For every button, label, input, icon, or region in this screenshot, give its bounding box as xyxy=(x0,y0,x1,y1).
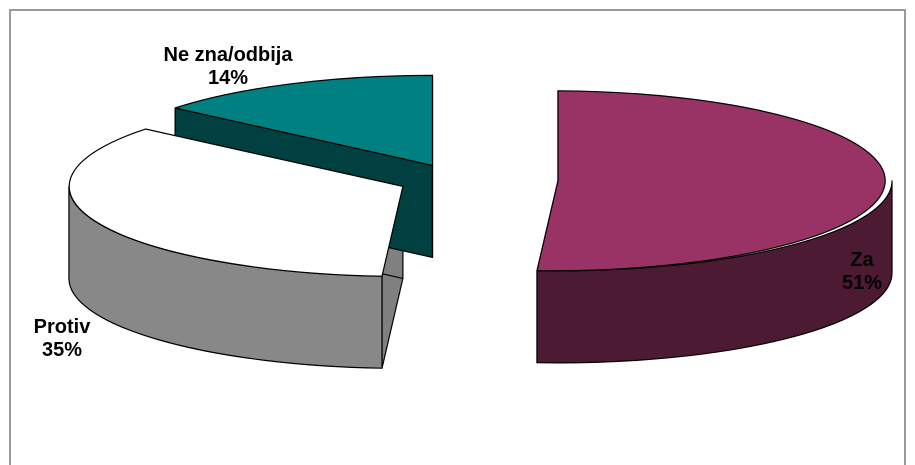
pie-slice-ne-zna-odbija xyxy=(174,74,434,166)
slice-category-label: Ne zna/odbija xyxy=(163,44,293,66)
slice-category-label: Za xyxy=(850,249,874,271)
slice-value-label: 51% xyxy=(841,272,883,294)
slice-value-label: 14% xyxy=(207,67,249,89)
slice-label-ne-zna: Ne zna/odbija 14% xyxy=(118,44,338,90)
slice-side-za xyxy=(536,180,893,364)
slice-value-label: 35% xyxy=(41,339,83,361)
pie-slice-za xyxy=(536,90,886,272)
pie-slice-protiv xyxy=(68,128,404,277)
slice-label-za: Za 51% xyxy=(836,249,888,295)
slice-category-label: Protiv xyxy=(33,316,91,338)
slice-label-protiv: Protiv 35% xyxy=(22,316,102,362)
